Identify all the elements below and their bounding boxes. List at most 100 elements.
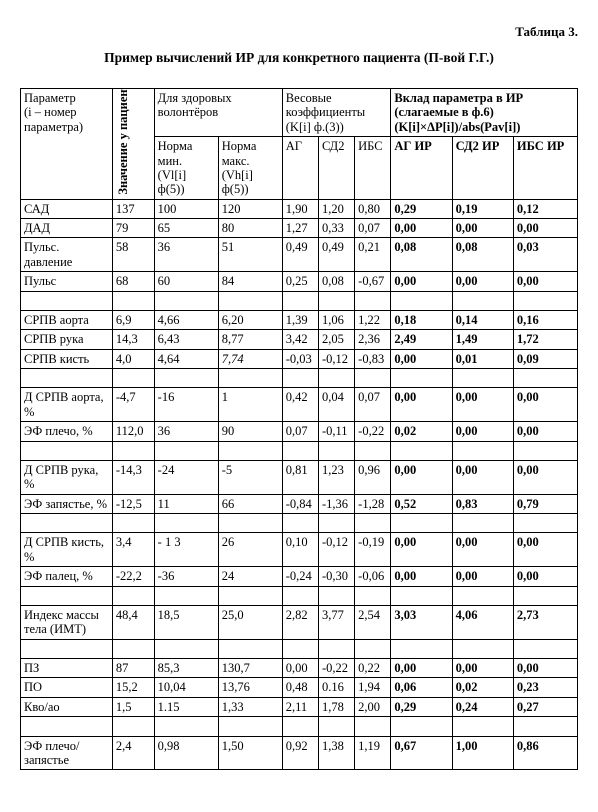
blank-cell: [318, 717, 354, 736]
c-ag-cell: 3,03: [391, 605, 452, 639]
norm-min-cell: 60: [154, 272, 218, 291]
blank-cell: [21, 291, 113, 310]
value-cell: -12,5: [112, 494, 154, 513]
norm-min-cell: 4,66: [154, 310, 218, 329]
w-ibs-cell: -1,28: [355, 494, 391, 513]
w-sd2-cell: 1,06: [318, 310, 354, 329]
blank-cell: [452, 291, 513, 310]
table-row: Кво/ао1,51.151,332,111,782,000,290,240,2…: [21, 697, 578, 716]
param-cell: ЭФ палец, %: [21, 567, 113, 586]
c-sd2-cell: 0,19: [452, 199, 513, 218]
table-row: ПЗ8785,3130,70,00-0,220,220,000,000,00: [21, 659, 578, 678]
w-sd2-cell: -0,30: [318, 567, 354, 586]
w-ibs-cell: 1,94: [355, 678, 391, 697]
c-sd2-cell: 0,02: [452, 678, 513, 697]
c-ibs-cell: 0,00: [513, 422, 577, 441]
norm-min-cell: -36: [154, 567, 218, 586]
c-ibs-cell: 0,00: [513, 567, 577, 586]
norm-min-cell: 36: [154, 422, 218, 441]
value-cell: 3,4: [112, 533, 154, 567]
norm-max-cell: 66: [218, 494, 282, 513]
w-ag-cell: 2,11: [282, 697, 318, 716]
param-cell: Д СРПВ аорта, %: [21, 388, 113, 422]
th-param: Параметр (i – номер параметра): [21, 89, 113, 200]
norm-max-cell: -5: [218, 460, 282, 494]
norm-min-cell: 18,5: [154, 605, 218, 639]
c-ag-cell: 0,08: [391, 238, 452, 272]
param-cell: Индекс массы тела (ИМТ): [21, 605, 113, 639]
w-ag-cell: 0,49: [282, 238, 318, 272]
blank-cell: [318, 291, 354, 310]
blank-cell: [282, 514, 318, 533]
c-ag-cell: 0,00: [391, 349, 452, 368]
table-row: Д СРПВ кисть, %3,4- 1 3260,10-0,12-0,190…: [21, 533, 578, 567]
blank-cell: [154, 639, 218, 658]
table-row: ПО15,210,0413,760,480.161,940,060,020,23: [21, 678, 578, 697]
table-row: [21, 514, 578, 533]
param-cell: ЭФ плечо, %: [21, 422, 113, 441]
blank-cell: [318, 514, 354, 533]
norm-min-cell: 4,64: [154, 349, 218, 368]
th-c-ag: АГ ИР: [391, 137, 452, 200]
w-sd2-cell: -0,12: [318, 349, 354, 368]
w-ag-cell: 0,42: [282, 388, 318, 422]
blank-cell: [452, 441, 513, 460]
c-ag-cell: 0,06: [391, 678, 452, 697]
th-norm-min: Норма мин. (Vl[i] ф(5)): [154, 137, 218, 200]
blank-cell: [154, 291, 218, 310]
param-cell: САД: [21, 199, 113, 218]
value-cell: 4,0: [112, 349, 154, 368]
c-sd2-cell: 0,00: [452, 388, 513, 422]
w-ibs-cell: 0,07: [355, 388, 391, 422]
c-ibs-cell: 0,00: [513, 388, 577, 422]
norm-max-cell: 1: [218, 388, 282, 422]
norm-max-cell: 1,33: [218, 697, 282, 716]
w-sd2-cell: -0,12: [318, 533, 354, 567]
c-ag-cell: 0,02: [391, 422, 452, 441]
table-row: Пульс6860840,250,08-0,670,000,000,00: [21, 272, 578, 291]
w-ag-cell: 0,48: [282, 678, 318, 697]
blank-cell: [318, 441, 354, 460]
norm-max-cell: 8,77: [218, 330, 282, 349]
param-cell: СРПВ кисть: [21, 349, 113, 368]
blank-cell: [112, 514, 154, 533]
param-cell: ДАД: [21, 219, 113, 238]
table-row: ДАД7965801,270,330,070,000,000,00: [21, 219, 578, 238]
blank-cell: [513, 441, 577, 460]
value-cell: -22,2: [112, 567, 154, 586]
w-ag-cell: -0,24: [282, 567, 318, 586]
w-ag-cell: 1,27: [282, 219, 318, 238]
w-ibs-cell: 1,19: [355, 736, 391, 770]
table-row: [21, 717, 578, 736]
w-ibs-cell: 2,36: [355, 330, 391, 349]
c-ibs-cell: 0,79: [513, 494, 577, 513]
w-ag-cell: 0,25: [282, 272, 318, 291]
norm-min-cell: 11: [154, 494, 218, 513]
blank-cell: [21, 369, 113, 388]
w-ibs-cell: 0,21: [355, 238, 391, 272]
table-row: ЭФ запястье, %-12,51166-0,84-1,36-1,280,…: [21, 494, 578, 513]
norm-max-cell: 1,50: [218, 736, 282, 770]
table-row: ЭФ палец, %-22,2-3624-0,24-0,30-0,060,00…: [21, 567, 578, 586]
c-ag-cell: 0,00: [391, 460, 452, 494]
w-sd2-cell: 3,77: [318, 605, 354, 639]
w-ag-cell: 0,07: [282, 422, 318, 441]
c-ag-cell: 0,29: [391, 199, 452, 218]
norm-min-cell: - 1 3: [154, 533, 218, 567]
table-row: [21, 369, 578, 388]
blank-cell: [21, 586, 113, 605]
w-ag-cell: -0,03: [282, 349, 318, 368]
blank-cell: [218, 369, 282, 388]
c-sd2-cell: 0,00: [452, 533, 513, 567]
norm-max-cell: 6,20: [218, 310, 282, 329]
norm-max-cell: 13,76: [218, 678, 282, 697]
blank-cell: [154, 586, 218, 605]
blank-cell: [452, 514, 513, 533]
c-ag-cell: 0,67: [391, 736, 452, 770]
param-cell: СРПВ рука: [21, 330, 113, 349]
blank-cell: [513, 639, 577, 658]
blank-cell: [218, 639, 282, 658]
th-healthy: Для здоровых волонтёров: [154, 89, 282, 137]
param-cell: ЭФ плечо/запястье: [21, 736, 113, 770]
blank-cell: [282, 586, 318, 605]
